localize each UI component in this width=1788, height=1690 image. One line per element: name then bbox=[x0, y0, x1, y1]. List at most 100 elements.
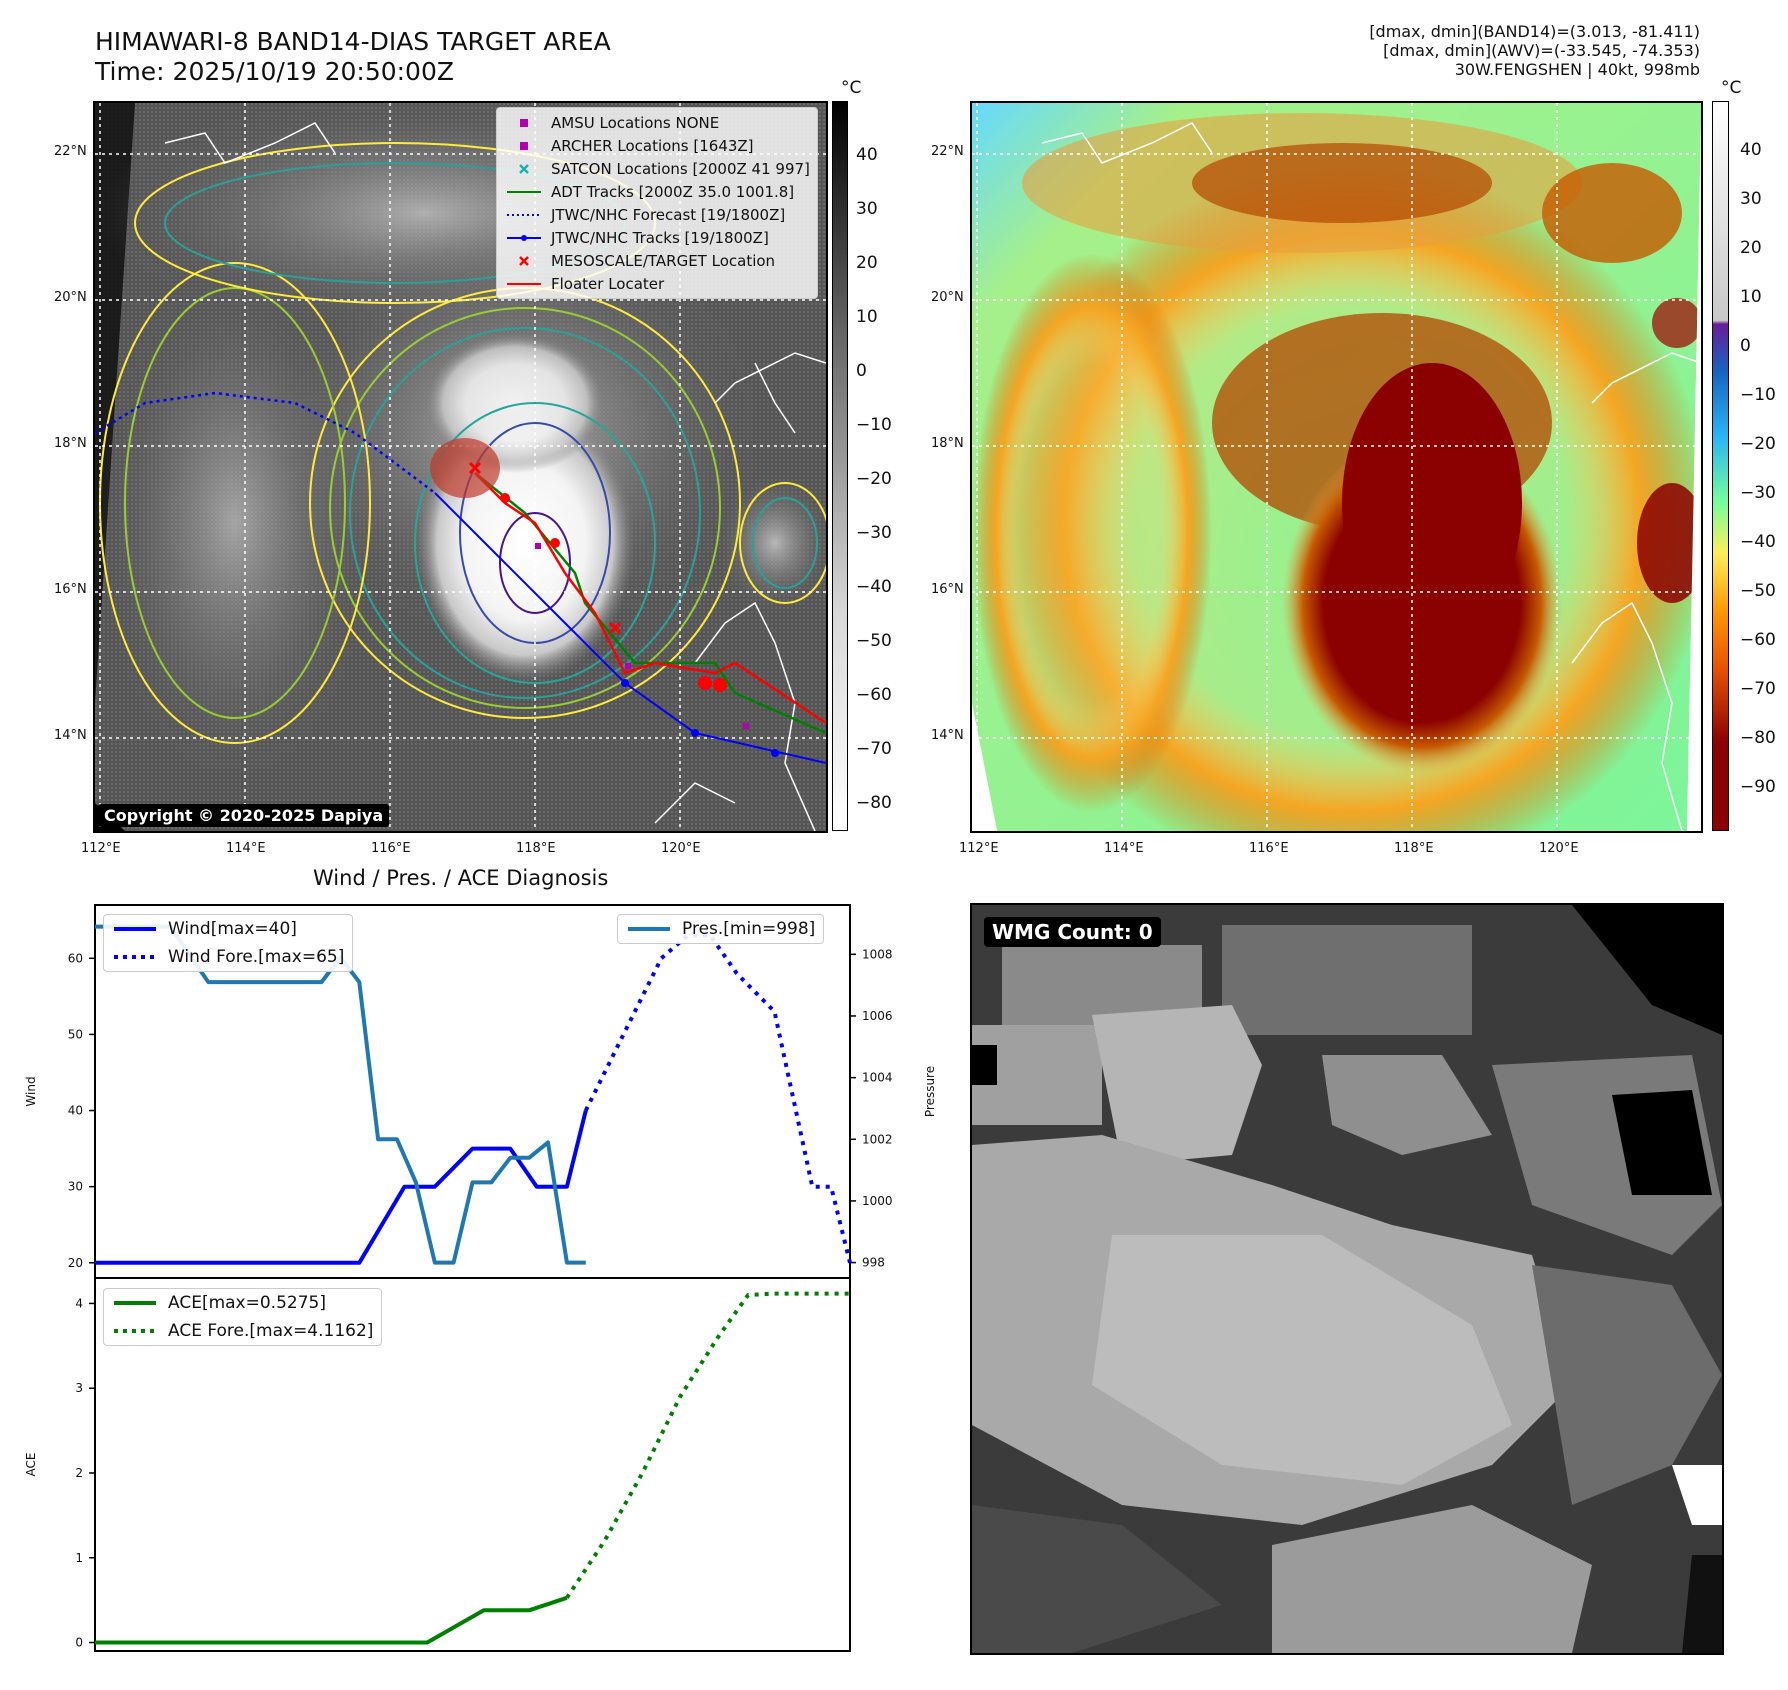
ace-series-1 bbox=[565, 1291, 850, 1599]
awv-cb-tick-m90: −90 bbox=[1740, 777, 1776, 797]
awv-cb-tick-40: 40 bbox=[1740, 140, 1762, 160]
legend-item-wind-forecast: Wind Fore.[max=65] bbox=[104, 943, 352, 971]
ir-lon-label-114e: 114°E bbox=[226, 841, 266, 856]
diagnosis-chart: 2030405060Wind99810001002100410061008Pre… bbox=[24, 904, 937, 1652]
legend-item-satcon: SATCON Locations [2000Z 41 997] bbox=[497, 157, 817, 180]
legend-marker-mesoscale bbox=[519, 255, 529, 266]
ir-cb-tick-10: 10 bbox=[856, 307, 878, 327]
legend-label-mesoscale: MESOSCALE/TARGET Location bbox=[551, 251, 776, 270]
wind-series-0 bbox=[95, 1110, 588, 1265]
ace-frame bbox=[94, 1277, 851, 1652]
ir-lat-label-20n: 20°N bbox=[54, 290, 87, 305]
legend-label-archer: ARCHER Locations [1643Z] bbox=[551, 136, 754, 155]
legend-item-jtwc-tracks: JTWC/NHC Tracks [19/1800Z] bbox=[497, 226, 817, 249]
awv-map-panel bbox=[970, 101, 1703, 833]
awv-lon-label-118e: 118°E bbox=[1394, 841, 1434, 856]
legend-label-ace: ACE[max=0.5275] bbox=[168, 1293, 326, 1313]
ir-cb-tick-0: 0 bbox=[856, 361, 867, 381]
wind-ytick-label: 40 bbox=[68, 1104, 83, 1118]
wind-series-2 bbox=[95, 924, 586, 1265]
legend-marker-archer bbox=[520, 141, 528, 150]
diagnosis-chart-title: Wind / Pres. / ACE Diagnosis bbox=[313, 866, 609, 890]
legend-label-wind: Wind[max=40] bbox=[168, 919, 297, 939]
legend-label-floater: Floater Locater bbox=[551, 274, 665, 293]
info-line-awv: [dmax, dmin](AWV)=(-33.545, -74.353) bbox=[1383, 41, 1700, 60]
legend-marker-satcon bbox=[519, 163, 529, 174]
ir-cb-tick-m70: −70 bbox=[856, 739, 892, 759]
ir-lon-label-116e: 116°E bbox=[371, 841, 411, 856]
awv-cb-tick-m20: −20 bbox=[1740, 434, 1776, 454]
ir-lat-label-16n: 16°N bbox=[54, 582, 87, 597]
legend-label-wind-forecast: Wind Fore.[max=65] bbox=[168, 947, 345, 967]
ace-axes: 0 1 2 3 4 ACE bbox=[24, 1277, 851, 1652]
info-line-band14: [dmax, dmin](BAND14)=(3.013, -81.411) bbox=[1369, 22, 1700, 41]
legend-item-pressure: Pres.[min=998] bbox=[618, 915, 823, 943]
awv-cb-tick-m40: −40 bbox=[1740, 532, 1776, 552]
legend-label-amsu: AMSU Locations NONE bbox=[551, 113, 720, 132]
legend-item-ace: ACE[max=0.5275] bbox=[104, 1289, 381, 1317]
wind-axes: 20 30 40 50 60 Wind 998 1000 1002 1004 1006 1008 Pre… bbox=[24, 904, 937, 1279]
wind-ytick-right-label: 1000 bbox=[862, 1194, 893, 1208]
ir-lat-label-14n: 14°N bbox=[54, 728, 87, 743]
ir-map-panel: AMSU Locations NONE ARCHER Locations [16… bbox=[93, 101, 828, 833]
wind-ylabel-right: Pressure bbox=[923, 1066, 937, 1117]
copyright-badge: Copyright © 2020-2025 Dapiya bbox=[98, 804, 390, 827]
awv-lon-label-114e: 114°E bbox=[1104, 841, 1144, 856]
info-line-storm: 30W.FENGSHEN | 40kt, 998mb bbox=[1454, 60, 1700, 79]
wind-legend: Wind[max=40] Wind Fore.[max=65] bbox=[103, 914, 354, 972]
wind-ylabel: Wind bbox=[24, 1076, 38, 1106]
awv-cb-tick-10: 10 bbox=[1740, 287, 1762, 307]
ir-cb-tick-m80: −80 bbox=[856, 793, 892, 813]
ace-ytick-label: 4 bbox=[75, 1296, 83, 1310]
awv-colorbar bbox=[1712, 101, 1729, 831]
awv-cb-tick-m70: −70 bbox=[1740, 679, 1776, 699]
legend-label-adt: ADT Tracks [2000Z 35.0 1001.8] bbox=[551, 182, 795, 201]
wmg-panel: WMG Count: 0 bbox=[970, 903, 1724, 1655]
ir-lon-label-120e: 120°E bbox=[661, 841, 701, 856]
legend-item-wind: Wind[max=40] bbox=[104, 915, 352, 943]
legend-marker-amsu bbox=[520, 118, 528, 127]
legend-label-satcon: SATCON Locations [2000Z 41 997] bbox=[551, 159, 810, 178]
legend-label-ace-forecast: ACE Fore.[max=4.1162] bbox=[168, 1321, 374, 1341]
wind-series-1 bbox=[584, 933, 852, 1264]
awv-cb-tick-m30: −30 bbox=[1740, 483, 1776, 503]
ace-ytick-label: 3 bbox=[75, 1381, 83, 1395]
ace-ytick-label: 0 bbox=[75, 1636, 83, 1650]
wind-ytick-label: 20 bbox=[68, 1256, 83, 1270]
figure-title-line1: HIMAWARI-8 BAND14-DIAS TARGET AREA bbox=[95, 27, 611, 56]
pressure-legend: Pres.[min=998] bbox=[617, 914, 825, 944]
ace-legend: ACE[max=0.5275] ACE Fore.[max=4.1162] bbox=[103, 1288, 383, 1346]
wind-ytick-right-label: 1008 bbox=[862, 947, 893, 961]
awv-colorbar-unit: °C bbox=[1721, 78, 1742, 98]
ir-colorbar bbox=[832, 101, 848, 831]
ir-lon-label-112e: 112°E bbox=[81, 841, 121, 856]
legend-item-adt: ADT Tracks [2000Z 35.0 1001.8] bbox=[497, 180, 817, 203]
ir-cb-tick-m30: −30 bbox=[856, 523, 892, 543]
awv-cb-tick-30: 30 bbox=[1740, 189, 1762, 209]
ir-legend: AMSU Locations NONE ARCHER Locations [16… bbox=[496, 107, 818, 299]
legend-item-floater: Floater Locater bbox=[497, 272, 817, 295]
ir-cb-tick-30: 30 bbox=[856, 199, 878, 219]
legend-item-jtwc-forecast: JTWC/NHC Forecast [19/1800Z] bbox=[497, 203, 817, 226]
wind-ytick-label: 30 bbox=[68, 1180, 83, 1194]
legend-label-jtwc-forecast: JTWC/NHC Forecast [19/1800Z] bbox=[551, 205, 786, 224]
legend-item-amsu: AMSU Locations NONE bbox=[497, 111, 817, 134]
ir-cb-tick-40: 40 bbox=[856, 145, 878, 165]
legend-label-jtwc-tracks: JTWC/NHC Tracks [19/1800Z] bbox=[551, 228, 769, 247]
awv-cb-tick-m80: −80 bbox=[1740, 728, 1776, 748]
awv-cb-tick-m10: −10 bbox=[1740, 385, 1776, 405]
wind-ytick-right-label: 998 bbox=[862, 1256, 885, 1270]
wind-ytick-right-label: 1002 bbox=[862, 1132, 893, 1146]
ir-cb-tick-m40: −40 bbox=[856, 577, 892, 597]
ir-cb-tick-m20: −20 bbox=[856, 469, 892, 489]
legend-marker-jtwc-tracks bbox=[507, 234, 541, 241]
info-block: [dmax, dmin](BAND14)=(3.013, -81.411) [d… bbox=[1369, 22, 1700, 79]
ir-cb-tick-m50: −50 bbox=[856, 631, 892, 651]
ir-colorbar-unit: °C bbox=[841, 78, 862, 98]
awv-lat-label-18n: 18°N bbox=[931, 436, 964, 451]
legend-item-ace-forecast: ACE Fore.[max=4.1162] bbox=[104, 1317, 381, 1345]
ir-cb-tick-m60: −60 bbox=[856, 685, 892, 705]
wind-ytick-label: 50 bbox=[68, 1027, 83, 1041]
wind-ytick-label: 60 bbox=[68, 951, 83, 965]
ir-lon-label-118e: 118°E bbox=[516, 841, 556, 856]
